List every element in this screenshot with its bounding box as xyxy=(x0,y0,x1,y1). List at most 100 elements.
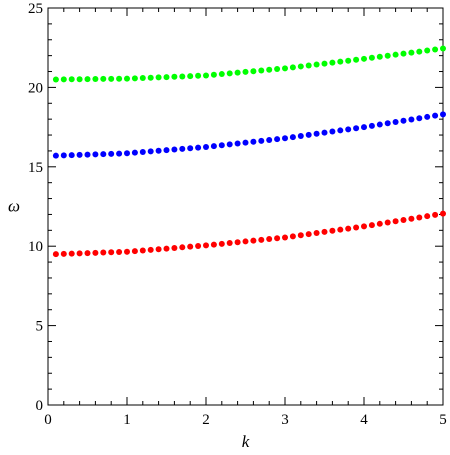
data-point xyxy=(187,243,194,250)
data-point xyxy=(384,52,391,59)
y-tick-label: 25 xyxy=(28,1,43,17)
data-point xyxy=(408,215,415,222)
x-tick-label: 4 xyxy=(360,412,368,428)
data-point xyxy=(155,246,162,253)
data-point xyxy=(329,128,336,135)
data-point xyxy=(266,136,273,143)
data-point xyxy=(353,56,360,63)
data-point xyxy=(234,69,241,76)
data-point xyxy=(408,49,415,56)
data-point xyxy=(313,61,320,68)
data-point xyxy=(329,227,336,234)
data-point xyxy=(400,117,407,124)
data-point xyxy=(416,214,423,221)
series-0 xyxy=(52,210,446,258)
data-point xyxy=(60,152,67,159)
data-point xyxy=(384,120,391,127)
data-point xyxy=(108,150,115,157)
data-point xyxy=(179,73,186,80)
y-tick-label: 10 xyxy=(28,239,43,255)
data-point xyxy=(274,235,281,242)
data-point xyxy=(52,152,59,159)
data-point xyxy=(321,129,328,136)
data-point xyxy=(289,134,296,141)
data-point xyxy=(108,249,115,256)
data-point xyxy=(321,60,328,67)
data-point xyxy=(195,144,202,151)
data-point xyxy=(297,63,304,70)
y-tick-label: 20 xyxy=(28,80,43,96)
data-point xyxy=(163,245,170,252)
data-point xyxy=(147,246,154,253)
data-point xyxy=(218,142,225,149)
data-point xyxy=(226,240,233,247)
data-point xyxy=(195,243,202,250)
data-point xyxy=(76,76,83,83)
data-point xyxy=(187,73,194,80)
data-point xyxy=(131,149,138,156)
data-point xyxy=(179,145,186,152)
data-point xyxy=(147,148,154,155)
data-point xyxy=(424,113,431,120)
data-point xyxy=(226,141,233,148)
data-point xyxy=(424,47,431,54)
data-point xyxy=(108,75,115,82)
data-point xyxy=(100,151,107,158)
data-point xyxy=(258,236,265,243)
data-point xyxy=(432,211,439,218)
data-point xyxy=(400,50,407,57)
data-point xyxy=(250,237,257,244)
data-point xyxy=(282,135,288,142)
data-point xyxy=(432,46,439,53)
data-point xyxy=(440,210,446,217)
data-point xyxy=(68,250,75,257)
x-tick-label: 5 xyxy=(439,412,447,428)
data-point xyxy=(84,250,91,257)
data-point xyxy=(155,147,162,154)
data-point xyxy=(250,138,257,145)
data-point xyxy=(116,75,123,82)
data-point xyxy=(76,151,83,158)
data-point xyxy=(376,121,383,128)
data-point xyxy=(313,130,320,137)
data-point xyxy=(250,68,257,75)
series-1 xyxy=(52,111,446,159)
y-tick-labels: 0 5 10 15 20 25 xyxy=(28,1,43,414)
data-point xyxy=(171,244,178,251)
data-point xyxy=(84,76,91,83)
data-point xyxy=(139,149,146,156)
data-point xyxy=(226,70,233,77)
data-point xyxy=(361,124,367,131)
data-points xyxy=(52,45,446,258)
data-point xyxy=(179,244,186,251)
data-point xyxy=(376,220,383,227)
x-tick-label: 2 xyxy=(202,412,210,428)
data-point xyxy=(313,230,320,237)
data-point xyxy=(266,236,273,243)
x-tick-label: 0 xyxy=(44,412,52,428)
data-point xyxy=(52,76,59,83)
major-ticks xyxy=(47,7,444,406)
data-point xyxy=(171,146,178,153)
data-point xyxy=(282,234,288,241)
plot-frame xyxy=(47,7,444,406)
data-point xyxy=(139,75,146,82)
data-point xyxy=(345,57,352,64)
data-point xyxy=(361,223,367,230)
data-point xyxy=(147,74,154,81)
y-tick-label: 0 xyxy=(36,398,44,414)
y-tick-label: 5 xyxy=(36,319,44,335)
data-point xyxy=(203,242,209,249)
data-point xyxy=(337,226,344,233)
data-point xyxy=(60,76,67,83)
data-point xyxy=(203,72,209,79)
data-point xyxy=(353,125,360,132)
data-point xyxy=(100,249,107,256)
data-point xyxy=(337,127,344,134)
data-point xyxy=(274,66,281,73)
data-point xyxy=(361,55,367,62)
data-point xyxy=(171,73,178,80)
data-point xyxy=(282,65,288,72)
data-point xyxy=(321,228,328,235)
